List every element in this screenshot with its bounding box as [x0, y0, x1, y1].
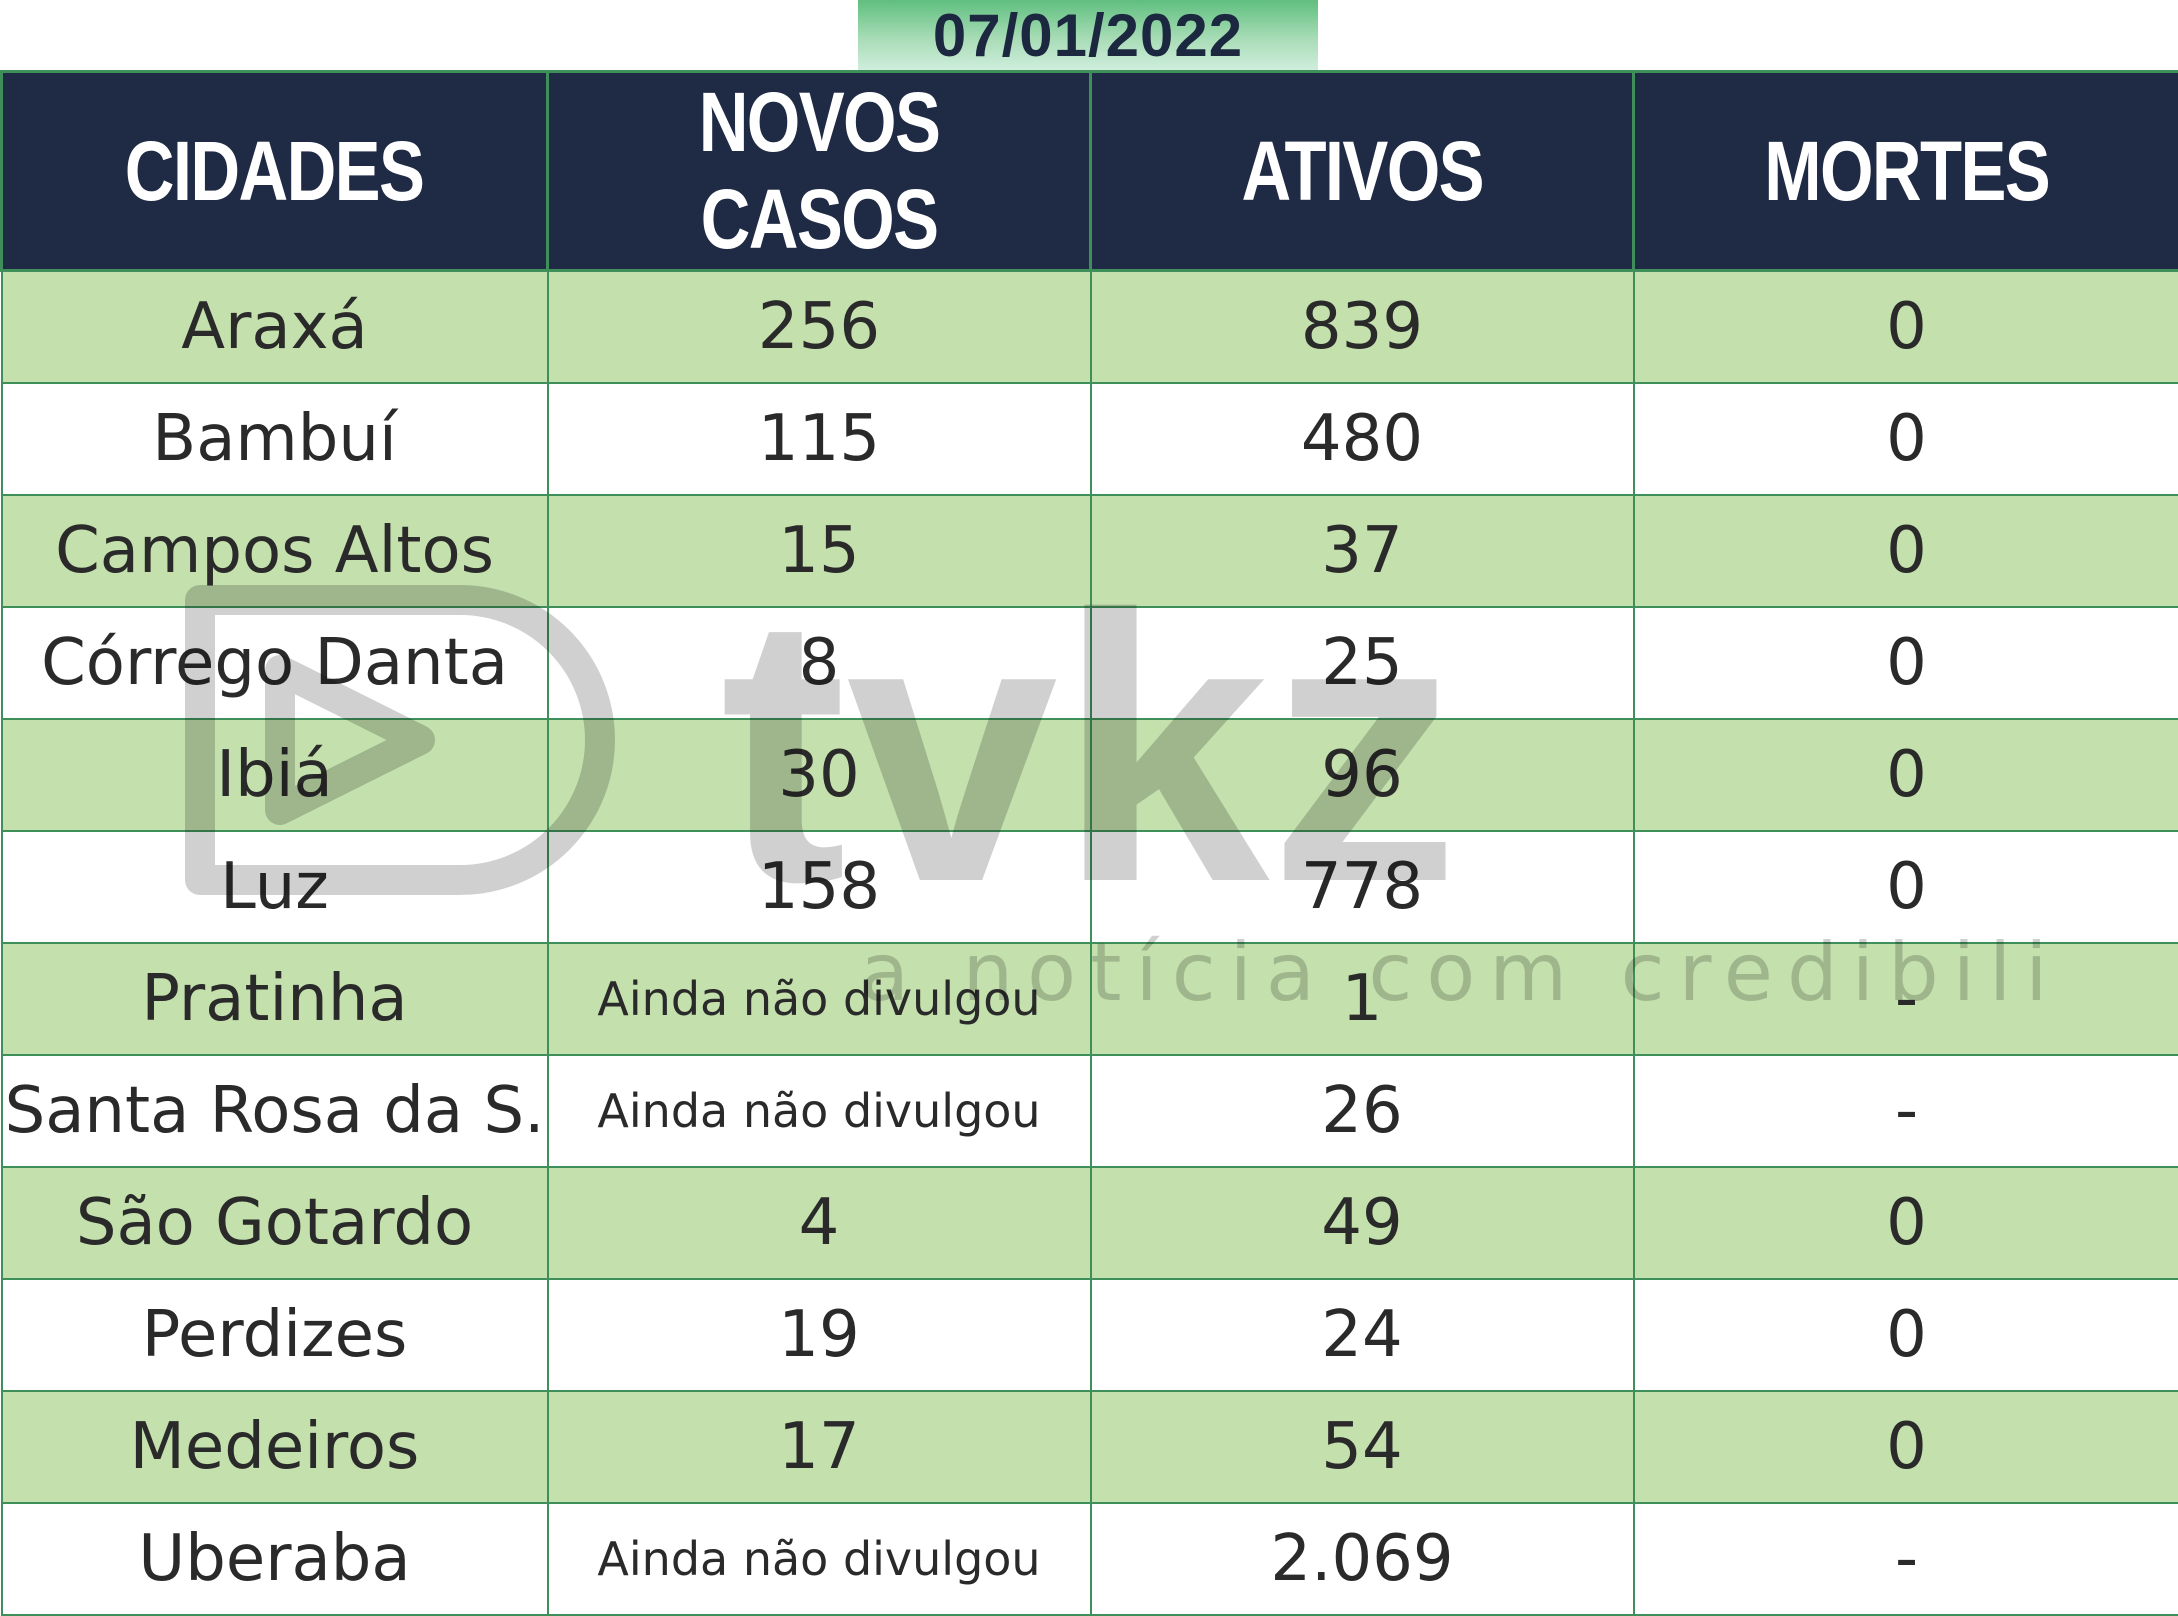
active-cases-cell: 26 — [1091, 1055, 1634, 1167]
deaths-cell: - — [1634, 943, 2178, 1055]
new-cases-cell: Ainda não divulgou — [548, 943, 1091, 1055]
header-ativos: ATIVOS — [1091, 72, 1634, 271]
active-cases-cell: 480 — [1091, 383, 1634, 495]
new-cases-cell: 30 — [548, 719, 1091, 831]
city-cell: Medeiros — [2, 1391, 548, 1503]
city-cell: Luz — [2, 831, 548, 943]
deaths-cell: 0 — [1634, 383, 2178, 495]
deaths-cell: - — [1634, 1503, 2178, 1615]
active-cases-cell: 24 — [1091, 1279, 1634, 1391]
city-cell: Córrego Danta — [2, 607, 548, 719]
active-cases-cell: 2.069 — [1091, 1503, 1634, 1615]
header-mortes: MORTES — [1634, 72, 2178, 271]
deaths-cell: 0 — [1634, 1279, 2178, 1391]
city-cell: Araxá — [2, 271, 548, 384]
city-cell: Uberaba — [2, 1503, 548, 1615]
active-cases-cell: 1 — [1091, 943, 1634, 1055]
deaths-cell: 0 — [1634, 831, 2178, 943]
active-cases-cell: 54 — [1091, 1391, 1634, 1503]
deaths-cell: 0 — [1634, 495, 2178, 607]
deaths-cell: 0 — [1634, 271, 2178, 384]
city-cell: Perdizes — [2, 1279, 548, 1391]
new-cases-cell: 19 — [548, 1279, 1091, 1391]
active-cases-cell: 839 — [1091, 271, 1634, 384]
new-cases-cell: 158 — [548, 831, 1091, 943]
header-cidades: CIDADES — [2, 72, 548, 271]
deaths-cell: 0 — [1634, 607, 2178, 719]
date-label: 07/01/2022 — [858, 0, 1318, 70]
city-cell: Ibiá — [2, 719, 548, 831]
active-cases-cell: 96 — [1091, 719, 1634, 831]
city-cell: Bambuí — [2, 383, 548, 495]
city-cell: Campos Altos — [2, 495, 548, 607]
new-cases-cell: 15 — [548, 495, 1091, 607]
new-cases-cell: 4 — [548, 1167, 1091, 1279]
new-cases-cell: 256 — [548, 271, 1091, 384]
new-cases-cell: Ainda não divulgou — [548, 1503, 1091, 1615]
city-cell: Santa Rosa da S. — [2, 1055, 548, 1167]
active-cases-cell: 49 — [1091, 1167, 1634, 1279]
city-cell: São Gotardo — [2, 1167, 548, 1279]
active-cases-cell: 778 — [1091, 831, 1634, 943]
active-cases-cell: 25 — [1091, 607, 1634, 719]
new-cases-cell: 115 — [548, 383, 1091, 495]
deaths-cell: 0 — [1634, 719, 2178, 831]
active-cases-cell: 37 — [1091, 495, 1634, 607]
table-header-row: CIDADES NOVOS CASOS ATIVOS MORTES — [2, 72, 2178, 271]
deaths-cell: 0 — [1634, 1391, 2178, 1503]
deaths-cell: - — [1634, 1055, 2178, 1167]
city-cell: Pratinha — [2, 943, 548, 1055]
new-cases-cell: 8 — [548, 607, 1091, 719]
header-novos-casos: NOVOS CASOS — [548, 72, 1091, 271]
new-cases-cell: 17 — [548, 1391, 1091, 1503]
deaths-cell: 0 — [1634, 1167, 2178, 1279]
new-cases-cell: Ainda não divulgou — [548, 1055, 1091, 1167]
